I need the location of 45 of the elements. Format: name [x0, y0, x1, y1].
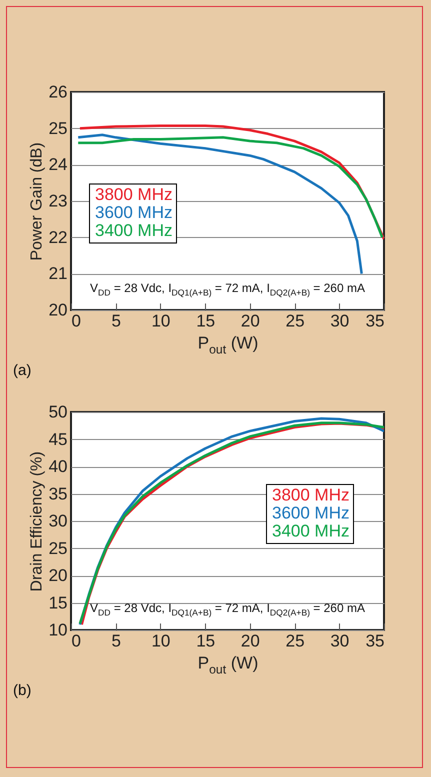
annotation: V$_{DD}$ = 28 Vdc, I$_{DQ1(A+B)}$ = 72 mA, I$_{DQ2(A+B)}$ = 260 mA: [90, 601, 365, 618]
text: 3800 MHz: [272, 485, 350, 504]
x-tick-label: 30: [330, 632, 350, 650]
x-tick-label: 15: [196, 312, 216, 330]
y-tick-label: 22: [48, 228, 68, 247]
x-tick-label: 5: [111, 632, 121, 650]
x-tick-label: 0: [72, 312, 81, 330]
x-tick-label: 25: [286, 632, 305, 650]
text: 3600 MHz: [95, 203, 172, 222]
x-tick-label: 15: [196, 632, 216, 650]
y-tick-label: 24: [48, 155, 68, 174]
x-tick-label: 30: [330, 312, 350, 330]
text: 3400 MHz: [95, 221, 172, 240]
x-axis-title: P$_{out}$ (W): [198, 654, 258, 677]
y-tick-label: 26: [48, 82, 68, 102]
y-tick-label: 15: [48, 593, 68, 612]
x-tick-label: 0: [72, 632, 81, 650]
y-tick-label: 25: [48, 118, 68, 138]
text: 3800 MHz: [95, 185, 172, 204]
text: 3400 MHz: [272, 521, 350, 540]
y-tick-label: 30: [48, 512, 68, 530]
text: (a): [13, 362, 32, 379]
x-tick-label: 20: [240, 312, 260, 330]
text: (b): [13, 682, 32, 699]
y-axis-title: Power Gain (dB): [28, 142, 46, 261]
y-tick-label: 50: [48, 402, 68, 422]
text: 3600 MHz: [272, 503, 350, 522]
y-tick-label: 45: [48, 430, 68, 449]
x-tick-label: 20: [240, 632, 260, 650]
y-tick-label: 20: [48, 566, 68, 585]
y-tick-label: 40: [48, 457, 68, 476]
y-tick-label: 35: [48, 484, 68, 504]
x-axis-title: P$_{out}$ (W): [198, 334, 258, 357]
line-series: [76, 134, 363, 275]
y-axis-title: Drain Efficiency (%): [28, 451, 46, 592]
x-tick-label: 35: [366, 632, 384, 650]
annotation: V$_{DD}$ = 28 Vdc, I$_{DQ1(A+B)}$ = 72 mA, I$_{DQ2(A+B)}$ = 260 mA: [90, 281, 365, 298]
y-tick-label: 21: [48, 264, 68, 284]
y-tick-label: 23: [48, 192, 68, 210]
x-tick-label: 5: [111, 312, 121, 330]
x-tick-label: 10: [151, 632, 170, 650]
x-tick-label: 35: [366, 312, 384, 330]
x-tick-label: 10: [151, 312, 170, 330]
y-tick-label: 25: [48, 538, 68, 558]
x-tick-label: 25: [286, 312, 305, 330]
